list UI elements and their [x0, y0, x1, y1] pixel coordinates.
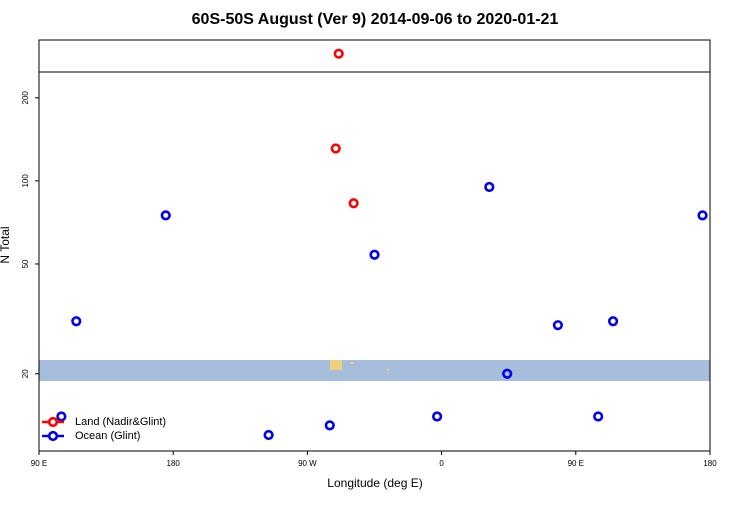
- point: [333, 48, 344, 59]
- point: [484, 181, 495, 193]
- x-tick-label: 180: [167, 459, 181, 468]
- plot-frame: [38, 39, 711, 452]
- point: [369, 249, 380, 260]
- y-axis-label: N Total: [0, 226, 12, 263]
- point: [160, 210, 171, 221]
- x-axis-label: Longitude (deg E): [327, 476, 422, 490]
- point: [324, 420, 335, 431]
- y-tick-label: 20: [21, 369, 30, 378]
- point: [348, 198, 359, 209]
- legend-label: Land (Nadir&Glint): [75, 416, 166, 428]
- legend-label: Ocean (Glint): [75, 430, 140, 442]
- point: [552, 320, 564, 331]
- legend-marker: [47, 430, 59, 442]
- map-strip: [39, 360, 710, 381]
- point: [263, 429, 274, 441]
- land-speck: [350, 362, 354, 364]
- x-tick-label: 90 E: [568, 459, 584, 468]
- y-tick-label: 50: [21, 259, 30, 268]
- land-speck: [330, 360, 342, 370]
- legend-marker: [47, 416, 59, 428]
- y-tick-label: 200: [21, 91, 30, 105]
- x-tick-label: 90 W: [298, 459, 317, 468]
- point: [697, 210, 708, 221]
- y-tick-label: 100: [21, 174, 30, 188]
- point: [330, 143, 341, 154]
- point: [71, 316, 82, 327]
- x-tick-label: 180: [703, 459, 717, 468]
- land-speck: [387, 369, 389, 371]
- chart-title: 60S-50S August (Ver 9) 2014-09-06 to 202…: [192, 11, 559, 28]
- point: [607, 316, 619, 327]
- x-tick-label: 90 E: [31, 459, 47, 468]
- point: [56, 411, 67, 422]
- point: [432, 411, 443, 422]
- point: [502, 368, 513, 379]
- point: [593, 411, 604, 422]
- x-tick-label: 0: [439, 459, 444, 468]
